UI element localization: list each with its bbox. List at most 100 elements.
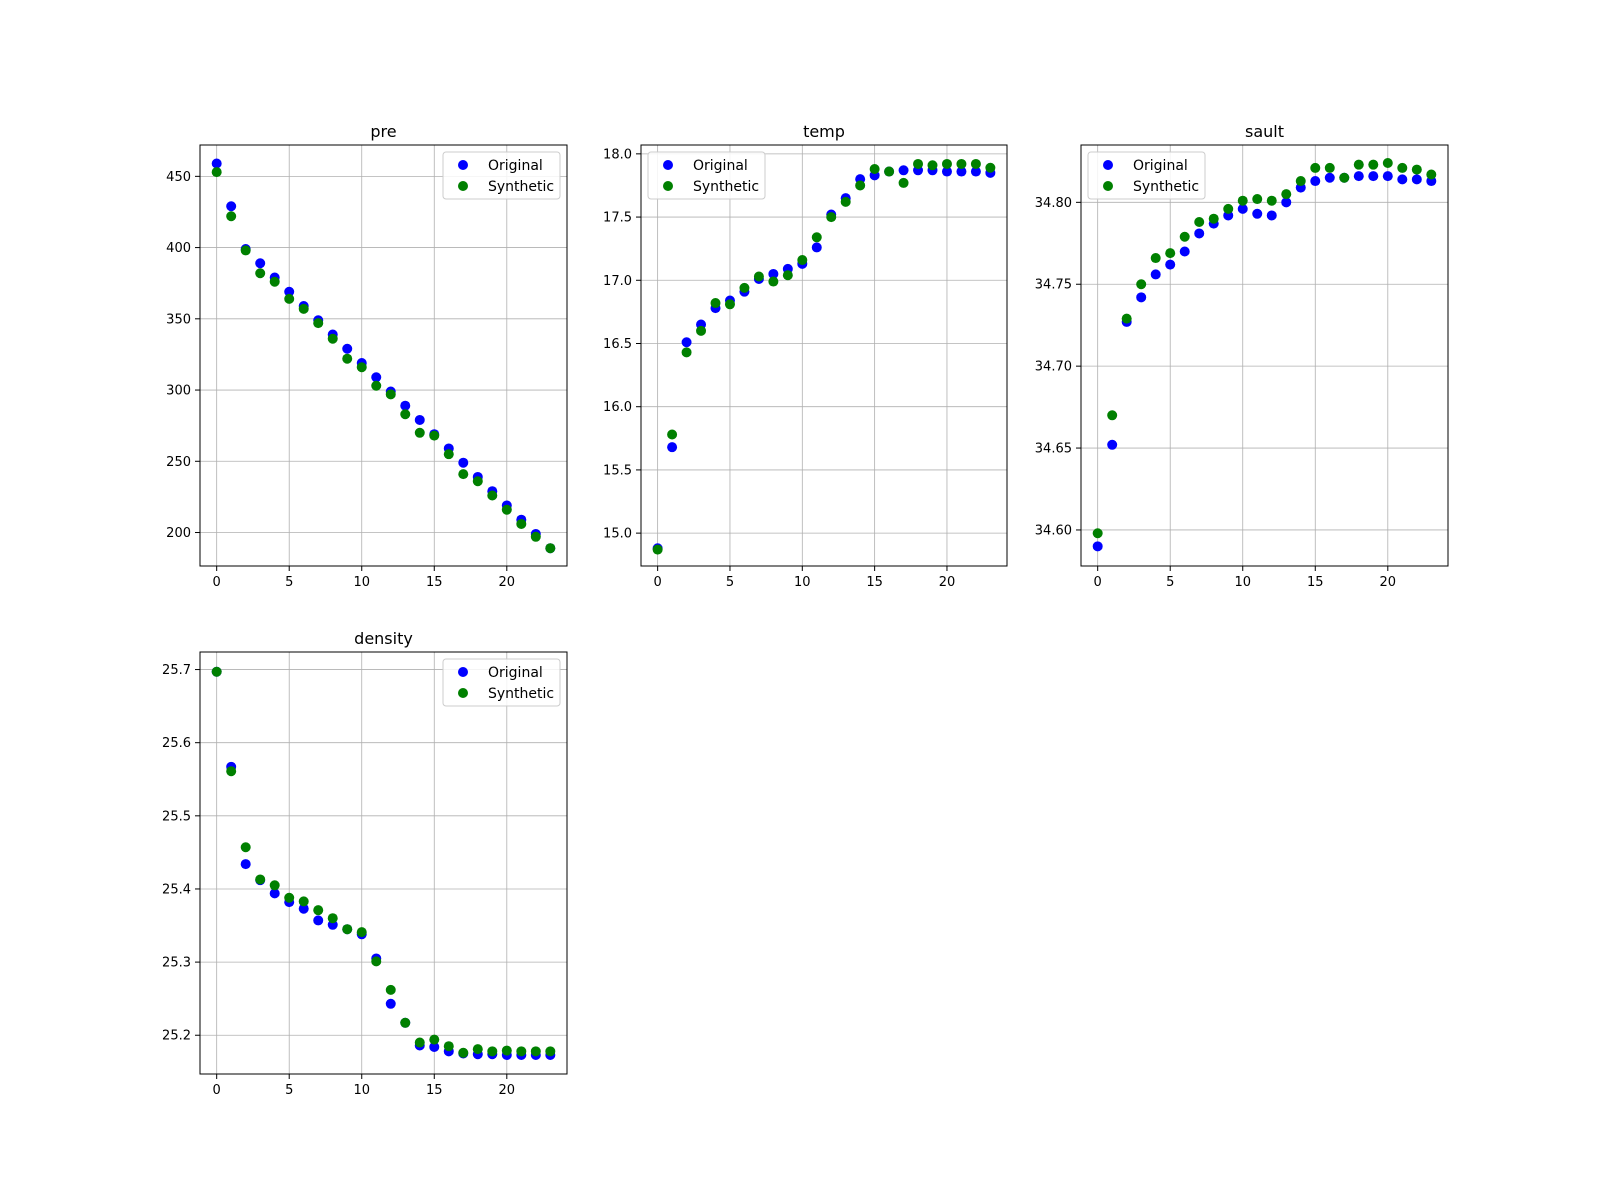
point-synthetic-19 bbox=[1368, 159, 1379, 170]
point-synthetic-13 bbox=[840, 196, 851, 207]
point-synthetic-12 bbox=[826, 212, 837, 223]
point-original-16 bbox=[1324, 172, 1335, 183]
point-synthetic-10 bbox=[797, 255, 808, 266]
legend: Original Synthetic bbox=[442, 658, 561, 707]
point-original-8 bbox=[768, 268, 779, 279]
legend-label-original: Original bbox=[488, 665, 543, 681]
x-tick-label: 20 bbox=[499, 1083, 516, 1098]
point-synthetic-5 bbox=[284, 293, 295, 304]
point-synthetic-13 bbox=[1281, 189, 1292, 200]
point-synthetic-16 bbox=[884, 166, 895, 177]
point-synthetic-21 bbox=[516, 1046, 527, 1057]
y-tick-label: 16.5 bbox=[603, 337, 632, 352]
y-tick-label: 18.0 bbox=[603, 147, 632, 162]
axes-frame bbox=[199, 144, 568, 567]
point-synthetic-1 bbox=[1107, 410, 1118, 421]
point-synthetic-18 bbox=[1353, 159, 1364, 170]
point-synthetic-22 bbox=[970, 158, 981, 169]
point-synthetic-14 bbox=[1295, 176, 1306, 187]
point-synthetic-19 bbox=[487, 1046, 498, 1057]
point-original-6 bbox=[298, 903, 309, 914]
x-tick-label: 20 bbox=[939, 575, 956, 590]
y-tick-label: 17.5 bbox=[603, 211, 632, 226]
point-original-13 bbox=[1281, 197, 1292, 208]
point-synthetic-20 bbox=[501, 1045, 512, 1056]
point-synthetic-14 bbox=[414, 1037, 425, 1048]
point-synthetic-2 bbox=[681, 347, 692, 358]
legend-marker-synthetic bbox=[458, 181, 468, 191]
point-original-7 bbox=[313, 915, 324, 926]
point-synthetic-3 bbox=[255, 874, 266, 885]
subplot-title: pre bbox=[370, 122, 396, 141]
legend-label-original: Original bbox=[488, 158, 543, 174]
point-original-12 bbox=[1266, 210, 1277, 221]
point-synthetic-15 bbox=[1310, 162, 1321, 173]
subplot-sault: 0 5 10 15 20 34.60 34.65 34.70 34.75 34.80 sault Or… bbox=[1035, 122, 1449, 590]
point-synthetic-11 bbox=[371, 380, 382, 391]
point-synthetic-20 bbox=[501, 504, 512, 515]
legend-marker-original bbox=[1103, 160, 1113, 170]
point-synthetic-15 bbox=[429, 430, 440, 441]
point-synthetic-4 bbox=[710, 298, 721, 309]
point-synthetic-23 bbox=[1426, 169, 1437, 180]
x-tick-label: 10 bbox=[1234, 575, 1251, 590]
subplot-density: 0 5 10 15 20 25.2 25.3 25.4 25.5 25.6 25.7 density O… bbox=[162, 629, 568, 1098]
legend-label-original: Original bbox=[1133, 158, 1188, 174]
point-synthetic-0 bbox=[652, 544, 663, 555]
point-synthetic-17 bbox=[898, 177, 909, 188]
y-tick-label: 34.60 bbox=[1035, 523, 1072, 538]
y-tick-label: 25.7 bbox=[162, 663, 191, 678]
point-synthetic-13 bbox=[400, 1017, 411, 1028]
point-synthetic-7 bbox=[313, 905, 324, 916]
x-tick-label: 0 bbox=[1094, 575, 1102, 590]
x-tick-label: 20 bbox=[1380, 575, 1397, 590]
point-synthetic-20 bbox=[941, 158, 952, 169]
point-original-3 bbox=[255, 258, 266, 269]
y-tick-label: 16.0 bbox=[603, 400, 632, 415]
point-original-20 bbox=[941, 166, 952, 177]
point-synthetic-7 bbox=[753, 271, 764, 282]
point-synthetic-21 bbox=[1397, 162, 1408, 173]
x-tick-label: 15 bbox=[426, 1083, 443, 1098]
point-synthetic-9 bbox=[342, 353, 353, 364]
point-original-9 bbox=[342, 343, 353, 354]
point-synthetic-18 bbox=[472, 476, 483, 487]
point-original-2 bbox=[240, 859, 251, 870]
point-synthetic-0 bbox=[211, 666, 222, 677]
legend: Original Synthetic bbox=[647, 151, 766, 200]
y-tick-label: 34.75 bbox=[1035, 278, 1072, 293]
legend-box bbox=[1087, 151, 1206, 200]
point-synthetic-6 bbox=[739, 282, 750, 293]
y-tick-label: 400 bbox=[166, 241, 191, 256]
point-original-1 bbox=[667, 442, 678, 453]
point-original-5 bbox=[1165, 259, 1176, 270]
point-synthetic-12 bbox=[385, 389, 396, 400]
point-synthetic-21 bbox=[516, 518, 527, 529]
x-tick-label: 10 bbox=[353, 575, 370, 590]
point-synthetic-16 bbox=[443, 1041, 454, 1052]
point-synthetic-17 bbox=[458, 469, 469, 480]
legend-label-synthetic: Synthetic bbox=[693, 179, 759, 195]
point-synthetic-4 bbox=[1150, 253, 1161, 264]
point-original-20 bbox=[1382, 171, 1393, 182]
legend-label-synthetic: Synthetic bbox=[488, 686, 554, 702]
y-tick-label: 17.0 bbox=[603, 274, 632, 289]
y-tick-label: 34.70 bbox=[1035, 360, 1072, 375]
point-synthetic-9 bbox=[782, 270, 793, 281]
x-tick-label: 0 bbox=[653, 575, 661, 590]
point-synthetic-3 bbox=[696, 325, 707, 336]
point-synthetic-12 bbox=[385, 984, 396, 995]
point-synthetic-14 bbox=[414, 427, 425, 438]
x-tick-label: 0 bbox=[213, 1083, 221, 1098]
point-synthetic-9 bbox=[342, 924, 353, 935]
point-synthetic-5 bbox=[1165, 248, 1176, 259]
y-tick-label: 15.0 bbox=[603, 527, 632, 542]
point-synthetic-17 bbox=[1339, 172, 1350, 183]
point-synthetic-17 bbox=[458, 1047, 469, 1058]
point-original-17 bbox=[898, 165, 909, 176]
x-tick-label: 10 bbox=[794, 575, 811, 590]
point-original-10 bbox=[1237, 203, 1248, 214]
point-synthetic-3 bbox=[255, 268, 266, 279]
point-original-21 bbox=[1397, 174, 1408, 185]
